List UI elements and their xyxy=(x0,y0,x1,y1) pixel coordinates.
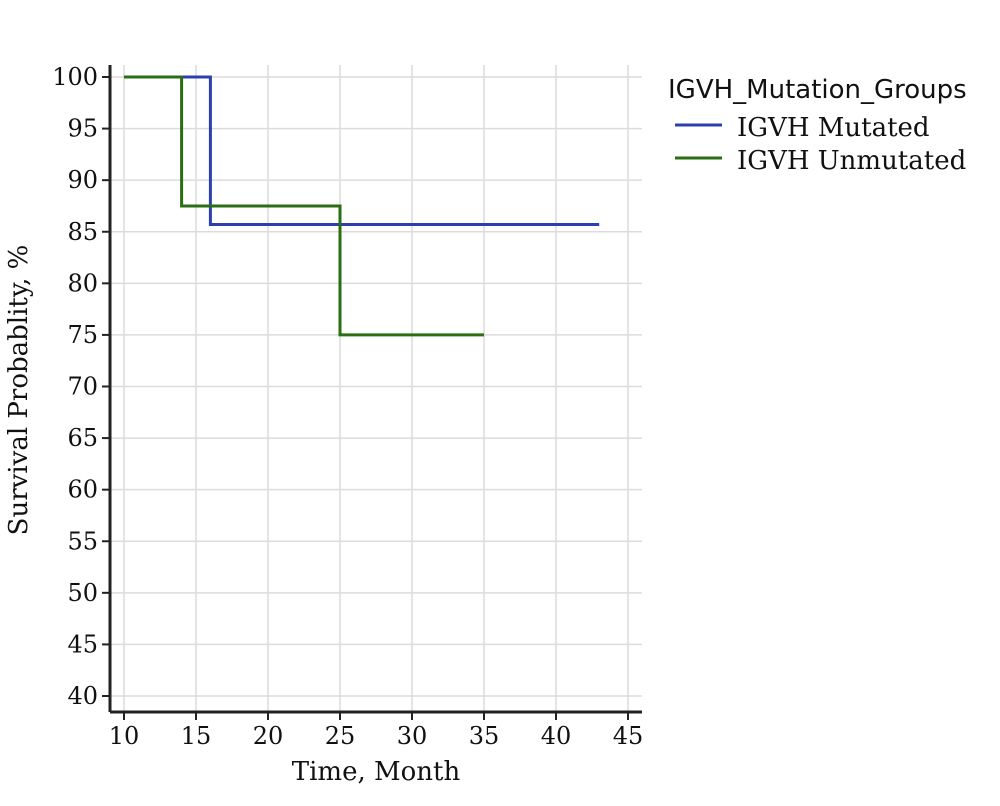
x-tick-label: 30 xyxy=(397,722,428,750)
y-tick-label: 95 xyxy=(67,115,98,143)
x-tick-label: 20 xyxy=(253,722,284,750)
x-tick-label: 40 xyxy=(541,722,572,750)
x-tick-label: 15 xyxy=(181,722,212,750)
y-tick-label: 65 xyxy=(67,424,98,452)
y-tick-label: 80 xyxy=(67,269,98,297)
y-tick-label: 70 xyxy=(67,373,98,401)
y-tick-label: 45 xyxy=(67,630,98,658)
y-tick-label: 55 xyxy=(67,527,98,555)
series-line-igvh-unmutated xyxy=(124,75,484,337)
series-lines xyxy=(124,75,600,337)
y-tick-label: 100 xyxy=(52,63,98,91)
y-tick-label: 40 xyxy=(67,682,98,710)
y-tick-label: 85 xyxy=(67,218,98,246)
x-ticks: 10 15 20 25 30 35 40 45 xyxy=(109,712,644,750)
legend-title: IGVH_Mutation_Groups xyxy=(668,75,967,105)
axes xyxy=(108,65,642,714)
y-tick-label: 75 xyxy=(67,321,98,349)
y-tick-label: 60 xyxy=(67,476,98,504)
grid-lines xyxy=(110,65,642,712)
y-tick-label: 90 xyxy=(67,166,98,194)
x-tick-label: 25 xyxy=(325,722,356,750)
legend-label-igvh-unmutated: IGVH Unmutated xyxy=(737,146,966,176)
y-axis-title: Survival Probablity, % xyxy=(4,245,34,536)
y-tick-label: 50 xyxy=(67,579,98,607)
x-tick-label: 10 xyxy=(109,722,140,750)
x-tick-label: 35 xyxy=(469,722,500,750)
legend-label-igvh-mutated: IGVH Mutated xyxy=(737,113,930,143)
x-axis-title: Time, Month xyxy=(292,757,461,787)
y-ticks: 40 45 50 55 60 65 70 75 80 85 90 95 100 xyxy=(52,63,110,710)
x-tick-label: 45 xyxy=(613,722,644,750)
